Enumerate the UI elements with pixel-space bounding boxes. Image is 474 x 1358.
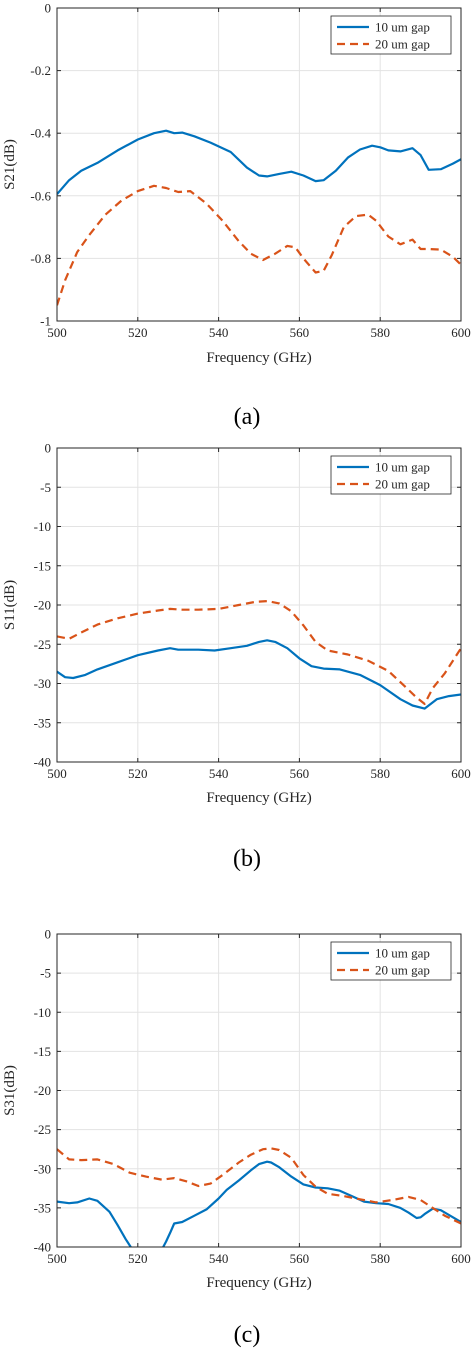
x-tick-label: 540 <box>209 1251 229 1266</box>
x-tick-label: 580 <box>370 325 390 340</box>
legend: 10 um gap 20 um gap <box>330 455 452 495</box>
legend-label-1: 10 um gap <box>375 460 430 475</box>
x-tick-label: 560 <box>290 325 310 340</box>
y-tick-label: -20 <box>34 598 51 613</box>
x-tick-label: 500 <box>47 1251 67 1266</box>
legend-label-2: 20 um gap <box>375 477 430 492</box>
y-tick-label: -40 <box>34 755 51 770</box>
y-tick-label: -10 <box>34 519 51 534</box>
legend: 10 um gap 20 um gap <box>330 941 452 981</box>
legend-box <box>330 941 452 981</box>
chart-panel-2: 500 520 540 560 580 600 0 -5 -10 -15 -20 -25 -30 -35 -… <box>2 441 471 873</box>
y-tick-label: -35 <box>34 715 51 730</box>
y-tick-label: -30 <box>34 676 51 691</box>
y-tick-label: -0.8 <box>30 251 51 266</box>
y-tick-label: -0.4 <box>30 126 51 141</box>
legend-box <box>330 15 452 55</box>
x-tick-label: 520 <box>128 325 148 340</box>
x-tick-label: 540 <box>209 766 229 781</box>
x-tick-label: 600 <box>451 325 471 340</box>
x-axis-label: Frequency (GHz) <box>206 350 311 366</box>
x-axis-label: Frequency (GHz) <box>206 1275 311 1291</box>
legend-box <box>330 455 452 495</box>
x-tick-label: 600 <box>451 766 471 781</box>
axes-box <box>56 447 462 763</box>
legend-label-1: 10 um gap <box>375 20 430 35</box>
y-tick-label: 0 <box>45 441 52 456</box>
y-tick-label: -40 <box>34 1240 51 1255</box>
series-line-10um <box>57 129 461 195</box>
y-tick-label: -15 <box>34 1044 51 1059</box>
series-line-20um <box>57 1147 461 1225</box>
panel-caption: (a) <box>234 404 261 430</box>
y-tick-label: -20 <box>34 1083 51 1098</box>
y-axis-label: S11(dB) <box>2 580 18 630</box>
y-tick-label: -5 <box>40 966 51 981</box>
y-tick-label: -35 <box>34 1200 51 1215</box>
panel-caption: (b) <box>233 846 261 872</box>
y-tick-label: -25 <box>34 637 51 652</box>
y-tick-label: -15 <box>34 558 51 573</box>
y-axis-label: S21(dB) <box>2 139 18 190</box>
x-tick-label: 580 <box>370 1251 390 1266</box>
legend-label-2: 20 um gap <box>375 37 430 52</box>
axes-box <box>56 933 462 1248</box>
y-tick-label: -30 <box>34 1161 51 1176</box>
series-line-20um <box>57 600 461 705</box>
chart-panel-3: 500 520 540 560 580 600 0 -5 -10 -15 -20 -25 -30 -35 -… <box>2 927 471 1349</box>
y-tick-label: 0 <box>45 1 52 16</box>
x-tick-label: 560 <box>290 766 310 781</box>
chart-panel-1: 500 520 540 560 580 600 0 -0.2 -0.4 -0.6 -0.8 -1 10 … <box>2 1 471 431</box>
legend-label-2: 20 um gap <box>375 963 430 978</box>
series-line-10um <box>57 639 461 710</box>
y-tick-label: -10 <box>34 1005 51 1020</box>
y-tick-label: -0.6 <box>30 188 51 203</box>
axes-box <box>56 7 462 322</box>
x-tick-label: 600 <box>451 1251 471 1266</box>
y-axis-label: S31(dB) <box>2 1065 18 1116</box>
y-tick-label: 0 <box>45 927 52 942</box>
y-tick-label: -25 <box>34 1122 51 1137</box>
x-tick-label: 520 <box>128 1251 148 1266</box>
series-line-10um <box>57 1160 461 1247</box>
plot-area <box>57 8 461 321</box>
x-tick-label: 520 <box>128 766 148 781</box>
series-line-20um <box>57 184 461 306</box>
y-tick-label: -0.2 <box>30 63 51 78</box>
x-tick-label: 580 <box>370 766 390 781</box>
legend: 10 um gap 20 um gap <box>330 15 452 55</box>
x-tick-label: 500 <box>47 325 67 340</box>
x-tick-label: 540 <box>209 325 229 340</box>
y-tick-label: -5 <box>40 480 51 495</box>
y-tick-label: -1 <box>40 314 51 329</box>
x-axis-label: Frequency (GHz) <box>206 790 311 806</box>
x-tick-label: 500 <box>47 766 67 781</box>
legend-label-1: 10 um gap <box>375 946 430 961</box>
x-tick-label: 560 <box>290 1251 310 1266</box>
panel-caption: (c) <box>234 1322 261 1348</box>
